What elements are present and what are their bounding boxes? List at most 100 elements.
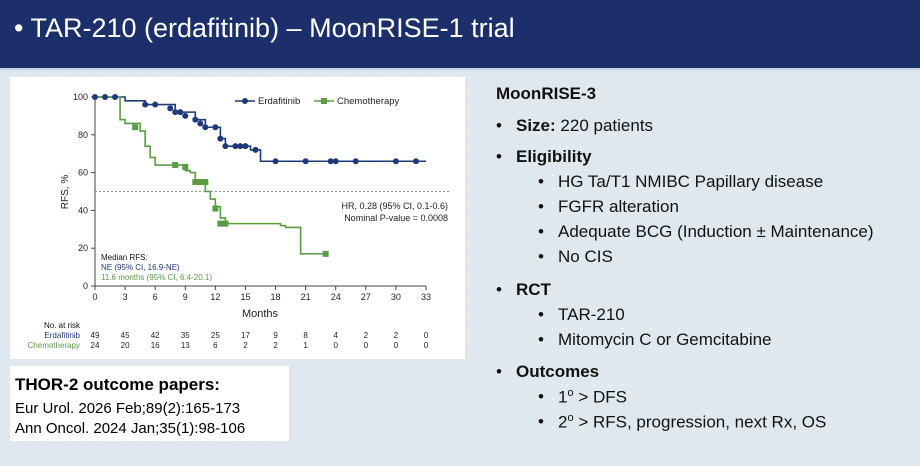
at-risk-value: 0	[364, 341, 369, 350]
paper-citation: Eur Urol. 2026 Feb;89(2):165-173	[15, 400, 241, 417]
bullet-icon: •	[538, 172, 544, 191]
bullet-icon: •	[496, 116, 502, 135]
x-tick-label: 33	[421, 292, 431, 302]
censor-marker-erdafitinib	[302, 158, 309, 165]
size-label: Size:	[516, 116, 556, 135]
at-risk-value: 24	[91, 341, 100, 350]
bullet-icon: •	[538, 247, 544, 266]
censor-marker-erdafitinib	[177, 109, 184, 116]
x-tick-label: 3	[123, 292, 128, 302]
censor-marker-erdafitinib	[102, 94, 109, 100]
at-risk-value: 0	[334, 341, 339, 350]
bullet-icon: •	[538, 330, 544, 349]
at-risk-title: No. at risk	[44, 321, 81, 330]
outcome-primary-sup: o	[567, 387, 574, 399]
km-curve-erdafitinib	[95, 96, 426, 163]
censor-marker-erdafitinib	[212, 124, 219, 131]
censor-marker-erdafitinib	[197, 120, 204, 127]
legend-chemotherapy-marker	[321, 98, 327, 104]
eligibility-heading: Eligibility	[516, 147, 592, 166]
y-tick-label: 100	[73, 92, 88, 102]
at-risk-erdafitinib-label: Erdafitinib	[44, 331, 80, 340]
thor2-papers-box: THOR-2 outcome papers: Eur Urol. 2026 Fe…	[10, 366, 289, 441]
censor-marker-erdafitinib	[112, 94, 119, 100]
at-risk-value: 25	[211, 331, 220, 340]
at-risk-value: 0	[424, 341, 429, 350]
legend-erdafitinib-marker	[242, 98, 248, 104]
censor-marker-chemotherapy	[202, 179, 209, 186]
at-risk-value: 45	[121, 331, 130, 340]
censor-marker-erdafitinib	[327, 158, 334, 165]
x-tick-label: 27	[361, 292, 371, 302]
censor-marker-chemotherapy	[217, 220, 224, 227]
bullet-icon: •	[496, 362, 502, 381]
bullet-icon: •	[538, 412, 544, 431]
at-risk-value: 0	[424, 331, 429, 340]
censor-marker-chemotherapy	[322, 250, 329, 257]
at-risk-value: 4	[334, 331, 339, 340]
y-axis-label: RFS, %	[60, 175, 71, 210]
at-risk-value: 0	[394, 341, 399, 350]
censor-marker-erdafitinib	[237, 143, 244, 150]
bullet-icon: •	[538, 197, 544, 216]
slide-title: • TAR-210 (erdafitinib) – MoonRISE-1 tri…	[14, 13, 515, 43]
outcome-secondary: 2o > RFS, progression, next Rx, OS	[558, 412, 826, 433]
censor-marker-erdafitinib	[182, 112, 189, 119]
outcome-secondary-sup: o	[567, 412, 574, 424]
slide-header: • TAR-210 (erdafitinib) – MoonRISE-1 tri…	[0, 0, 920, 70]
eligibility-item: HG Ta/T1 NMIBC Papillary disease	[558, 172, 824, 191]
moonrise3-title: MoonRISE-3	[496, 84, 597, 103]
size-value: 220 patients	[555, 116, 654, 135]
censor-marker-chemotherapy	[197, 179, 204, 186]
legend-erdafitinib: Erdafitinib	[258, 96, 300, 107]
pvalue-annotation: Nominal P-value = 0.0008	[344, 213, 448, 223]
x-tick-label: 15	[240, 292, 250, 302]
x-tick-label: 18	[271, 292, 281, 302]
censor-marker-erdafitinib	[172, 109, 179, 116]
at-risk-value: 17	[241, 331, 250, 340]
at-risk-value: 35	[181, 331, 190, 340]
outcome-primary-text: > DFS	[573, 387, 627, 407]
at-risk-value: 20	[121, 341, 130, 350]
size-line: Size: 220 patients	[516, 116, 653, 136]
bullet-icon: •	[496, 280, 502, 299]
outcome-primary-num: 1	[558, 387, 568, 407]
censor-marker-chemotherapy	[192, 179, 199, 186]
at-risk-value: 6	[213, 341, 218, 350]
censor-marker-chemotherapy	[212, 205, 219, 212]
x-tick-label: 21	[301, 292, 311, 302]
papers-title: THOR-2 outcome papers:	[15, 375, 220, 394]
censor-marker-erdafitinib	[202, 124, 209, 131]
y-tick-label: 80	[78, 130, 88, 140]
censor-marker-erdafitinib	[142, 101, 149, 108]
at-risk-value: 2	[394, 331, 399, 340]
bullet-icon: •	[538, 387, 544, 406]
at-risk-value: 2	[243, 341, 248, 350]
censor-marker-erdafitinib	[232, 143, 239, 150]
median-rfs-title: Median RFS:	[101, 253, 148, 262]
censor-marker-erdafitinib	[392, 158, 399, 165]
x-tick-label: 12	[210, 292, 220, 302]
at-risk-value: 2	[364, 331, 369, 340]
at-risk-value: 13	[181, 341, 190, 350]
legend-chemotherapy: Chemotherapy	[337, 96, 400, 107]
censor-marker-erdafitinib	[272, 158, 279, 165]
censor-marker-erdafitinib	[242, 143, 249, 150]
x-tick-label: 30	[391, 292, 401, 302]
eligibility-item: Adequate BCG (Induction ± Maintenance)	[558, 222, 874, 241]
outcomes-heading: Outcomes	[516, 362, 600, 381]
y-tick-label: 0	[83, 281, 88, 291]
censor-marker-chemotherapy	[222, 220, 229, 227]
km-chart-panel: 0 20 40 60 80 100 0 3 6 9 12 15 18 21 24 27 30 33 RFS, %…	[10, 77, 465, 359]
censor-marker-erdafitinib	[92, 94, 98, 100]
x-tick-label: 9	[183, 292, 188, 302]
legend: Erdafitinib Chemotherapy	[235, 96, 400, 107]
outcome-primary: 1o > DFS	[558, 387, 627, 408]
censor-marker-chemotherapy	[172, 162, 179, 169]
median-rfs-erdafitinib: NE (95% CI, 16.9-NE)	[101, 263, 180, 272]
x-axis-label: Months	[242, 308, 279, 320]
paper-citation: Ann Oncol. 2024 Jan;35(1):98-106	[15, 420, 246, 437]
bullet-icon: •	[538, 222, 544, 241]
censor-marker-erdafitinib	[252, 146, 259, 153]
